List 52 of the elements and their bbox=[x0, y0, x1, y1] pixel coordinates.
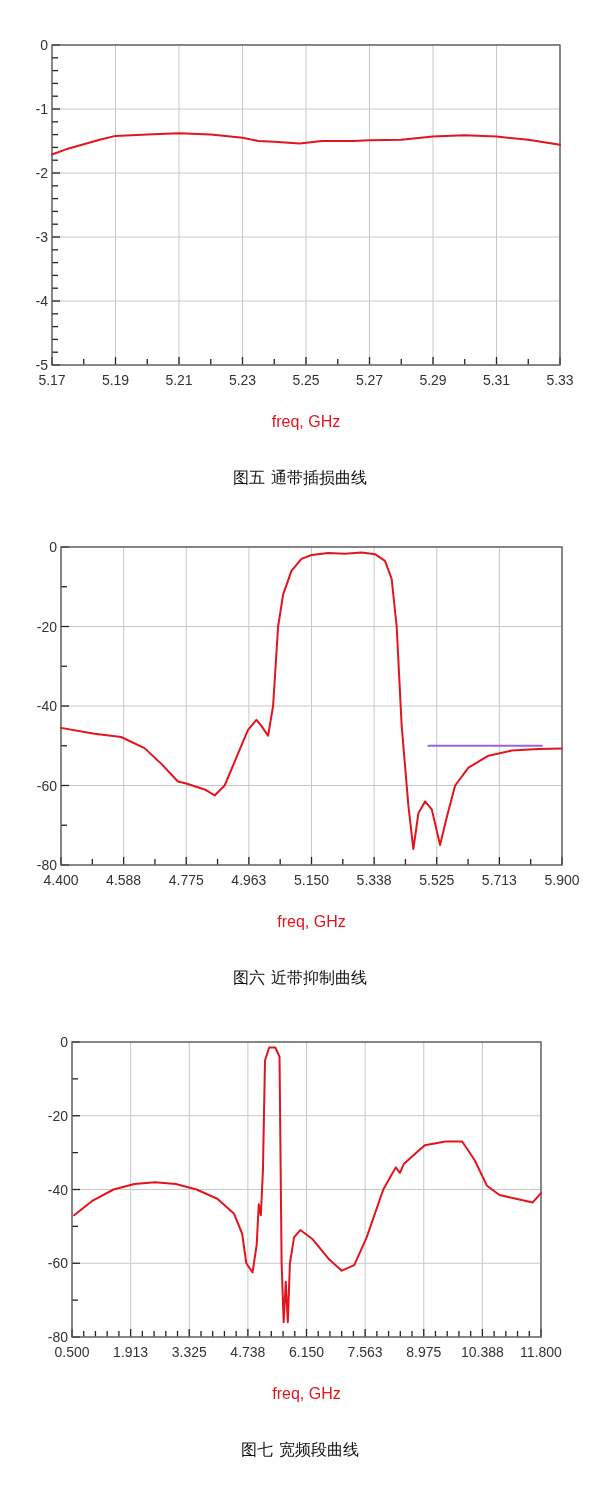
y-tick-label: -1 bbox=[35, 101, 49, 117]
x-tick-label: 5.338 bbox=[356, 872, 392, 888]
y-tick-label: -80 bbox=[36, 857, 58, 873]
text: 图六 近带抑制曲线 bbox=[233, 968, 367, 987]
x-tick-label: 5.17 bbox=[38, 372, 66, 388]
line-series bbox=[73, 1046, 542, 1324]
text: 图五 通带插损曲线 bbox=[233, 468, 367, 487]
y-tick-label: 0 bbox=[49, 539, 58, 555]
x-tick-label: 5.23 bbox=[228, 372, 257, 388]
x-axis-title: freq, GHz bbox=[271, 413, 341, 430]
x-tick-label: 4.400 bbox=[43, 872, 79, 888]
x-axis-title: freq, GHz bbox=[272, 1385, 341, 1402]
x-tick-label: 6.150 bbox=[288, 1344, 325, 1360]
x-tick-label: 5.31 bbox=[482, 372, 511, 388]
y-tick-label: -40 bbox=[36, 698, 58, 714]
x-axis-title: freq, GHz bbox=[277, 913, 346, 930]
x-tick-label: 0.500 bbox=[54, 1344, 90, 1360]
x-tick-label: 5.33 bbox=[546, 372, 574, 388]
x-tick-label: 4.738 bbox=[230, 1344, 266, 1360]
x-tick-label: 5.19 bbox=[101, 372, 130, 388]
y-tick-label: -20 bbox=[36, 618, 58, 635]
x-tick-label: 5.27 bbox=[355, 372, 384, 388]
x-tick-label: 5.525 bbox=[419, 872, 455, 888]
y-tick-label: -40 bbox=[47, 1181, 69, 1198]
x-tick-label: 3.325 bbox=[171, 1344, 207, 1360]
x-tick-label: 11.800 bbox=[520, 1344, 563, 1360]
text: 图七 宽频段曲线 bbox=[241, 1440, 359, 1459]
line-series bbox=[60, 551, 563, 851]
x-tick-label: 4.588 bbox=[106, 872, 142, 888]
y-tick-label: -60 bbox=[47, 1255, 69, 1272]
y-tick-label: -60 bbox=[36, 777, 58, 794]
x-tick-label: 4.963 bbox=[231, 872, 267, 888]
x-tick-label: 8.975 bbox=[406, 1344, 442, 1360]
y-tick-label: -4 bbox=[35, 293, 49, 309]
x-tick-label: 5.25 bbox=[292, 372, 320, 388]
x-tick-label: 5.900 bbox=[544, 872, 580, 888]
x-tick-label: 7.563 bbox=[347, 1344, 383, 1360]
y-tick-label: 0 bbox=[40, 37, 49, 53]
y-tick-label: -20 bbox=[47, 1107, 69, 1124]
y-tick-label: -80 bbox=[47, 1329, 69, 1345]
y-tick-label: -3 bbox=[35, 229, 49, 245]
x-tick-label: 4.775 bbox=[168, 872, 204, 888]
line-series bbox=[51, 132, 561, 156]
y-tick-label: -5 bbox=[35, 357, 49, 373]
x-tick-label: 5.713 bbox=[481, 872, 518, 888]
x-tick-label: 5.150 bbox=[293, 872, 330, 888]
y-tick-label: 0 bbox=[60, 1034, 69, 1050]
x-tick-label: 1.913 bbox=[113, 1344, 149, 1360]
y-tick-label: -2 bbox=[35, 165, 49, 181]
x-tick-label: 10.388 bbox=[460, 1344, 504, 1360]
x-tick-label: 5.29 bbox=[419, 372, 447, 388]
x-tick-label: 5.21 bbox=[165, 372, 193, 388]
